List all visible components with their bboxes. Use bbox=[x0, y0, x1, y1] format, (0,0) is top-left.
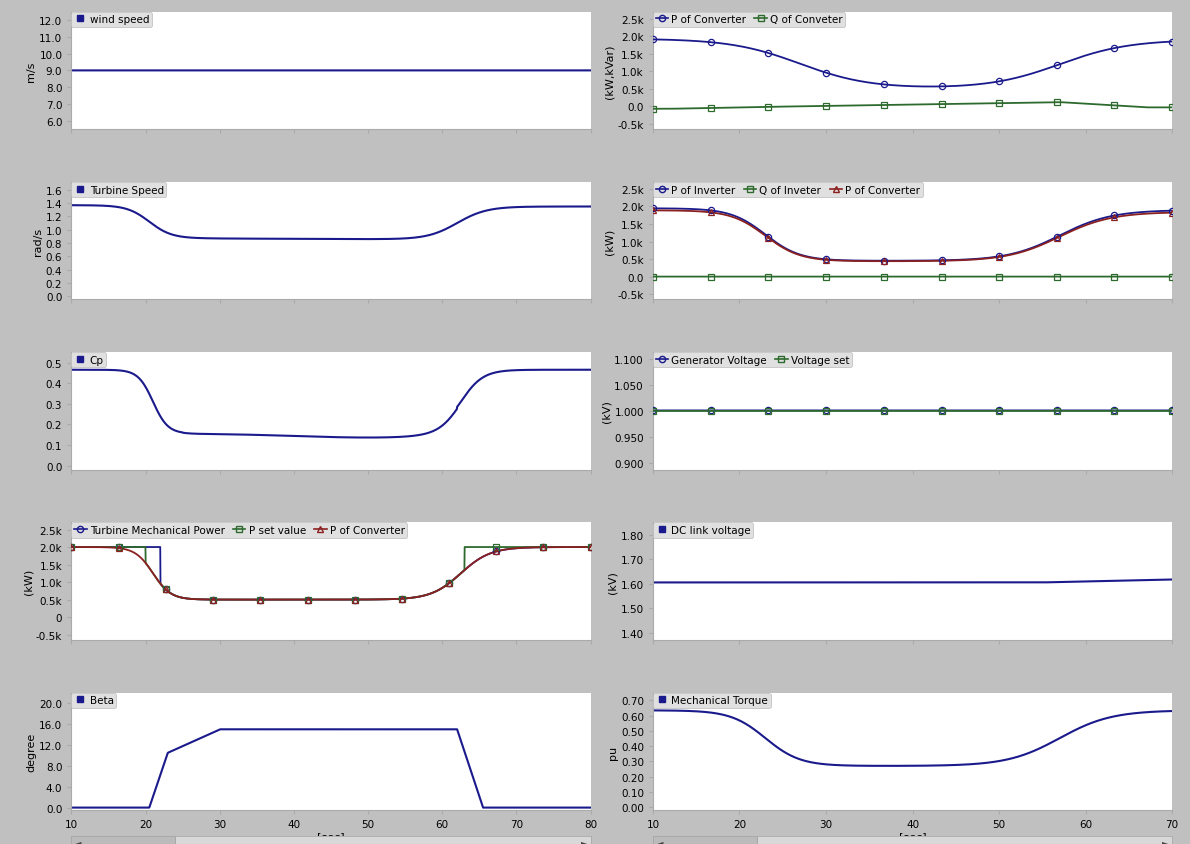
Y-axis label: rad/s: rad/s bbox=[33, 227, 43, 256]
Legend: Mechanical Torque: Mechanical Torque bbox=[653, 693, 770, 708]
Legend: P of Inverter, Q of Inveter, P of Converter: P of Inverter, Q of Inveter, P of Conver… bbox=[653, 183, 922, 198]
Legend: wind speed: wind speed bbox=[71, 13, 152, 28]
Legend: Cp: Cp bbox=[71, 353, 106, 368]
Legend: Turbine Mechanical Power, P set value, P of Converter: Turbine Mechanical Power, P set value, P… bbox=[71, 523, 407, 538]
Legend: Turbine Speed: Turbine Speed bbox=[71, 183, 167, 198]
Y-axis label: pu: pu bbox=[608, 744, 618, 759]
Y-axis label: m/s: m/s bbox=[26, 61, 37, 82]
X-axis label: [sec]: [sec] bbox=[898, 830, 926, 841]
Legend: Generator Voltage, Voltage set: Generator Voltage, Voltage set bbox=[653, 353, 852, 368]
Y-axis label: degree: degree bbox=[26, 732, 37, 771]
Y-axis label: (kV): (kV) bbox=[608, 570, 618, 593]
Legend: DC link voltage: DC link voltage bbox=[653, 523, 753, 538]
Y-axis label: (kV): (kV) bbox=[601, 400, 612, 423]
Y-axis label: (kW): (kW) bbox=[605, 228, 615, 255]
Y-axis label: (kW): (kW) bbox=[24, 568, 33, 595]
Y-axis label: (kW,kVar): (kW,kVar) bbox=[605, 44, 615, 99]
X-axis label: [sec]: [sec] bbox=[318, 830, 345, 841]
Legend: Beta: Beta bbox=[71, 693, 117, 708]
Legend: P of Converter, Q of Conveter: P of Converter, Q of Conveter bbox=[653, 13, 845, 28]
